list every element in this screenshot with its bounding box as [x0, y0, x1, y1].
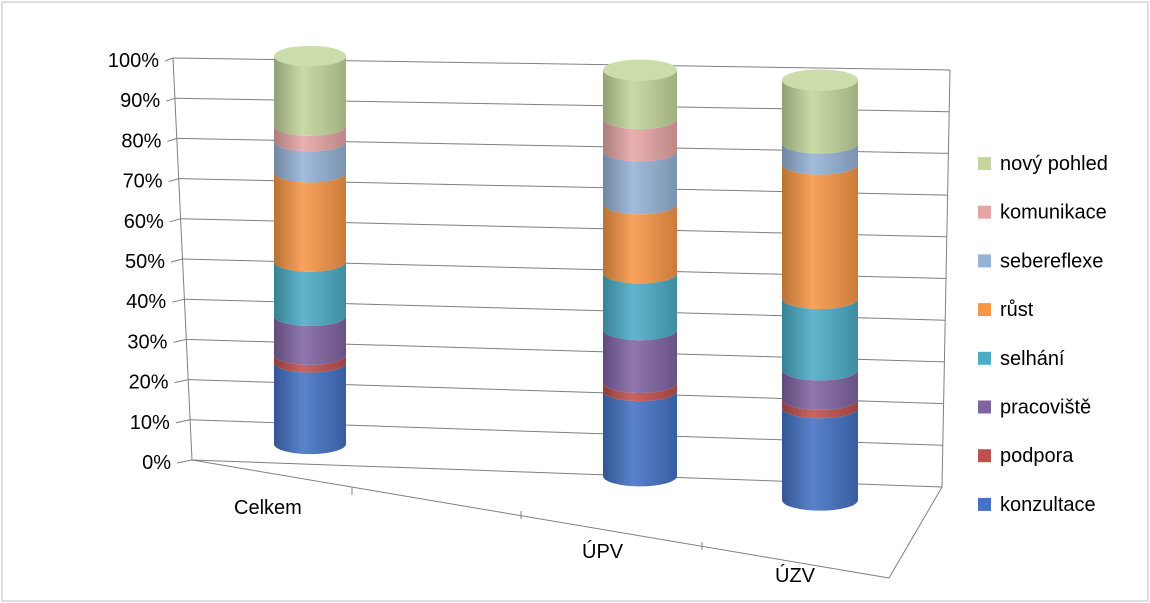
- legend-label: selhání: [1000, 348, 1065, 370]
- segment-upv-komunikace: [603, 118, 677, 162]
- y-tick-label: 30%: [127, 331, 167, 353]
- cylinder-top-uzv: [782, 69, 858, 91]
- legend-item-podpora: podpora: [978, 445, 1074, 467]
- legend-label: konzultace: [1000, 494, 1096, 516]
- back-wall-right-edge: [941, 69, 951, 488]
- y-tick: [167, 137, 177, 142]
- segment-celkem-konzultace: [274, 362, 346, 455]
- y-tick-label: 70%: [123, 171, 163, 193]
- segment-upv-sebereflexe: [603, 151, 677, 215]
- y-tick-label: 20%: [129, 372, 169, 394]
- legend-label: nový pohled: [1000, 153, 1108, 175]
- segment-celkem-selhani: [274, 261, 346, 327]
- segment-uzv-konzultace: [782, 407, 858, 511]
- segment-uzv-sebereflexe: [782, 143, 858, 175]
- legend-item-sebereflexe: sebereflexe: [978, 250, 1103, 272]
- legend-swatch: [978, 497, 991, 511]
- bars-layer: [274, 45, 858, 511]
- legend-label: podpora: [1000, 445, 1074, 467]
- y-tick: [169, 218, 181, 223]
- segment-celkem-novy-pohled: [274, 56, 346, 136]
- legend-item-rust: růst: [978, 299, 1034, 321]
- segment-uzv-selhani: [782, 298, 858, 381]
- segment-celkem-podpora: [274, 354, 346, 373]
- segment-uzv-novy-pohled: [782, 80, 858, 154]
- segment-celkem-komunikace: [274, 125, 346, 152]
- legend-item-konzultace: konzultace: [978, 494, 1096, 516]
- legend-swatch: [978, 157, 991, 170]
- legend-swatch: [978, 400, 991, 414]
- legend-item-novy-pohled: nový pohled: [978, 153, 1108, 175]
- y-tick: [166, 97, 176, 102]
- category-label-uzv: ÚZV: [775, 564, 816, 587]
- y-tick-label: 0%: [142, 452, 171, 474]
- floor-front-edge: [191, 459, 890, 579]
- cylinder-top-upv: [603, 59, 677, 81]
- y-tick-label: 100%: [108, 50, 159, 72]
- legend-swatch: [978, 351, 991, 365]
- cylinder-upv: [603, 59, 677, 487]
- segment-uzv-rust: [782, 164, 858, 310]
- y-tick-label: 50%: [125, 251, 165, 273]
- y-tick: [170, 258, 183, 263]
- y-tick-label: 60%: [124, 211, 164, 233]
- floor-right-edge: [888, 486, 943, 579]
- legend-label: komunikace: [1000, 202, 1107, 224]
- cylinder-uzv: [782, 69, 858, 511]
- segment-uzv-pracoviste: [782, 369, 858, 410]
- legend-label: růst: [1000, 299, 1034, 321]
- cylinder-top-celkem: [274, 45, 346, 67]
- y-tick-label: 40%: [126, 291, 166, 313]
- y-tick-label: 90%: [120, 90, 160, 112]
- y-tick: [175, 419, 191, 424]
- legend-label: sebereflexe: [1000, 250, 1103, 272]
- axis-layer: 0% 10% 20% 30% 40% 50% 60% 70% 80% 90% 100% Celkem Ú…: [108, 50, 816, 587]
- legend-item-pracoviste: pracoviště: [978, 397, 1091, 419]
- y-tick: [174, 379, 189, 384]
- legend-item-komunikace: komunikace: [978, 202, 1107, 224]
- category-label-celkem: Celkem: [234, 497, 302, 519]
- y-tick: [164, 57, 174, 62]
- segment-upv-novy-pohled: [603, 70, 677, 130]
- segment-upv-rust: [603, 203, 677, 284]
- legend-swatch: [978, 254, 991, 268]
- y-tick: [176, 459, 193, 464]
- y-tick: [173, 338, 187, 343]
- segment-upv-pracoviste: [603, 329, 677, 393]
- cylinder-celkem: [274, 45, 346, 455]
- legend-swatch: [978, 303, 991, 317]
- category-label-upv: ÚPV: [582, 540, 624, 563]
- y-tick-label: 80%: [121, 130, 161, 152]
- segment-upv-konzultace: [603, 390, 677, 487]
- legend-swatch: [978, 449, 991, 463]
- y-tick-label: 10%: [130, 412, 170, 434]
- segment-upv-podpora: [603, 382, 677, 402]
- legend-label: pracoviště: [1000, 397, 1091, 419]
- segment-celkem-pracoviste: [274, 315, 346, 365]
- segment-upv-selhani: [603, 273, 677, 341]
- legend-item-selhani: selhání: [978, 348, 1065, 370]
- y-tick: [172, 298, 185, 303]
- segment-uzv-podpora: [782, 399, 858, 419]
- segment-celkem-rust: [274, 172, 346, 272]
- segment-celkem-sebereflexe: [274, 141, 346, 183]
- y-tick: [168, 178, 179, 183]
- legend-swatch: [978, 205, 991, 219]
- legend: nový pohled komunikace sebereflexe růst selh…: [978, 153, 1108, 516]
